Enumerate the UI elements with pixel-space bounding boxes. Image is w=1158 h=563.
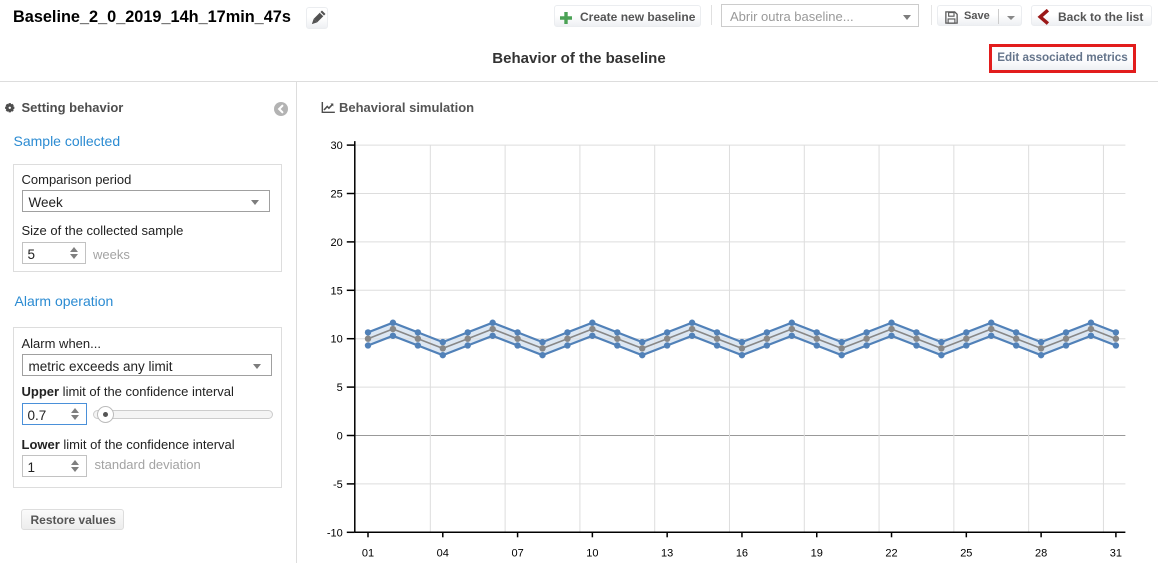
svg-text:31: 31 bbox=[1110, 547, 1122, 559]
svg-text:10: 10 bbox=[331, 334, 343, 346]
svg-text:0: 0 bbox=[337, 431, 343, 443]
svg-text:20: 20 bbox=[331, 237, 343, 249]
svg-text:15: 15 bbox=[331, 285, 343, 297]
svg-text:07: 07 bbox=[511, 547, 523, 559]
svg-text:19: 19 bbox=[811, 547, 823, 559]
svg-text:16: 16 bbox=[736, 547, 748, 559]
svg-text:5: 5 bbox=[337, 382, 343, 394]
svg-text:04: 04 bbox=[437, 547, 449, 559]
svg-text:01: 01 bbox=[362, 547, 374, 559]
svg-text:25: 25 bbox=[960, 547, 972, 559]
svg-text:-10: -10 bbox=[327, 527, 343, 539]
svg-text:22: 22 bbox=[885, 547, 897, 559]
svg-text:13: 13 bbox=[661, 547, 673, 559]
svg-text:-5: -5 bbox=[333, 479, 343, 491]
svg-text:30: 30 bbox=[331, 140, 343, 152]
svg-text:25: 25 bbox=[331, 189, 343, 201]
svg-text:28: 28 bbox=[1035, 547, 1047, 559]
svg-text:10: 10 bbox=[586, 547, 598, 559]
